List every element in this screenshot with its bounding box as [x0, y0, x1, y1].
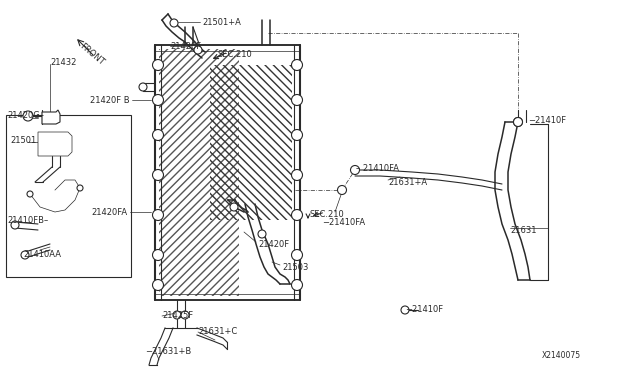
Circle shape: [152, 279, 163, 291]
Text: FRONT: FRONT: [78, 41, 106, 67]
Circle shape: [152, 60, 163, 71]
Circle shape: [513, 118, 522, 126]
Polygon shape: [38, 132, 72, 156]
Circle shape: [351, 166, 360, 174]
Circle shape: [152, 250, 163, 260]
Circle shape: [513, 118, 522, 126]
Circle shape: [291, 209, 303, 221]
Text: 21420G–: 21420G–: [7, 110, 44, 119]
Text: 21501+A: 21501+A: [202, 17, 241, 26]
Text: 21432: 21432: [50, 58, 76, 67]
Circle shape: [291, 279, 303, 291]
Text: X2140075: X2140075: [542, 352, 581, 360]
Circle shape: [27, 191, 33, 197]
Text: 21410AA: 21410AA: [23, 250, 61, 259]
Circle shape: [173, 311, 181, 319]
Text: −21410F: −21410F: [528, 115, 566, 125]
Text: 21503: 21503: [282, 263, 308, 272]
Circle shape: [21, 251, 29, 259]
Text: SEC.210: SEC.210: [310, 209, 345, 218]
Circle shape: [152, 129, 163, 141]
Text: SEC.210: SEC.210: [218, 49, 253, 58]
Circle shape: [170, 19, 178, 27]
Circle shape: [337, 186, 346, 195]
Polygon shape: [42, 110, 60, 124]
Text: 21501: 21501: [10, 135, 36, 144]
Text: – 21410FA: – 21410FA: [356, 164, 399, 173]
Circle shape: [291, 60, 303, 71]
Circle shape: [139, 83, 147, 91]
Circle shape: [401, 306, 409, 314]
Circle shape: [152, 94, 163, 106]
Circle shape: [291, 94, 303, 106]
Text: 21420F B: 21420F B: [90, 96, 130, 105]
Circle shape: [152, 209, 163, 221]
Text: 21631+C: 21631+C: [198, 327, 237, 337]
Text: −21410F: −21410F: [405, 305, 443, 314]
Bar: [155, 45, 300, 300]
Text: 21410FB–: 21410FB–: [7, 215, 48, 224]
Text: 21631+A: 21631+A: [388, 177, 427, 186]
Text: −21410FA: −21410FA: [322, 218, 365, 227]
Circle shape: [291, 129, 303, 141]
Text: 21420FA: 21420FA: [92, 208, 128, 217]
Text: 21425F: 21425F: [162, 311, 193, 321]
Text: 21420F: 21420F: [258, 240, 289, 248]
Circle shape: [77, 185, 83, 191]
Circle shape: [291, 250, 303, 260]
Text: −21631+B: −21631+B: [145, 347, 191, 356]
Circle shape: [11, 221, 19, 229]
Circle shape: [152, 170, 163, 180]
Text: 21631: 21631: [510, 225, 536, 234]
Circle shape: [258, 230, 266, 238]
Circle shape: [194, 46, 202, 54]
Bar: [6, 115, 131, 277]
Circle shape: [291, 170, 303, 180]
Text: 21420F: 21420F: [170, 42, 201, 51]
Bar: [210, 65, 292, 220]
Bar: [159, 49, 239, 296]
Circle shape: [23, 111, 33, 121]
Circle shape: [181, 311, 189, 319]
Circle shape: [230, 203, 238, 211]
